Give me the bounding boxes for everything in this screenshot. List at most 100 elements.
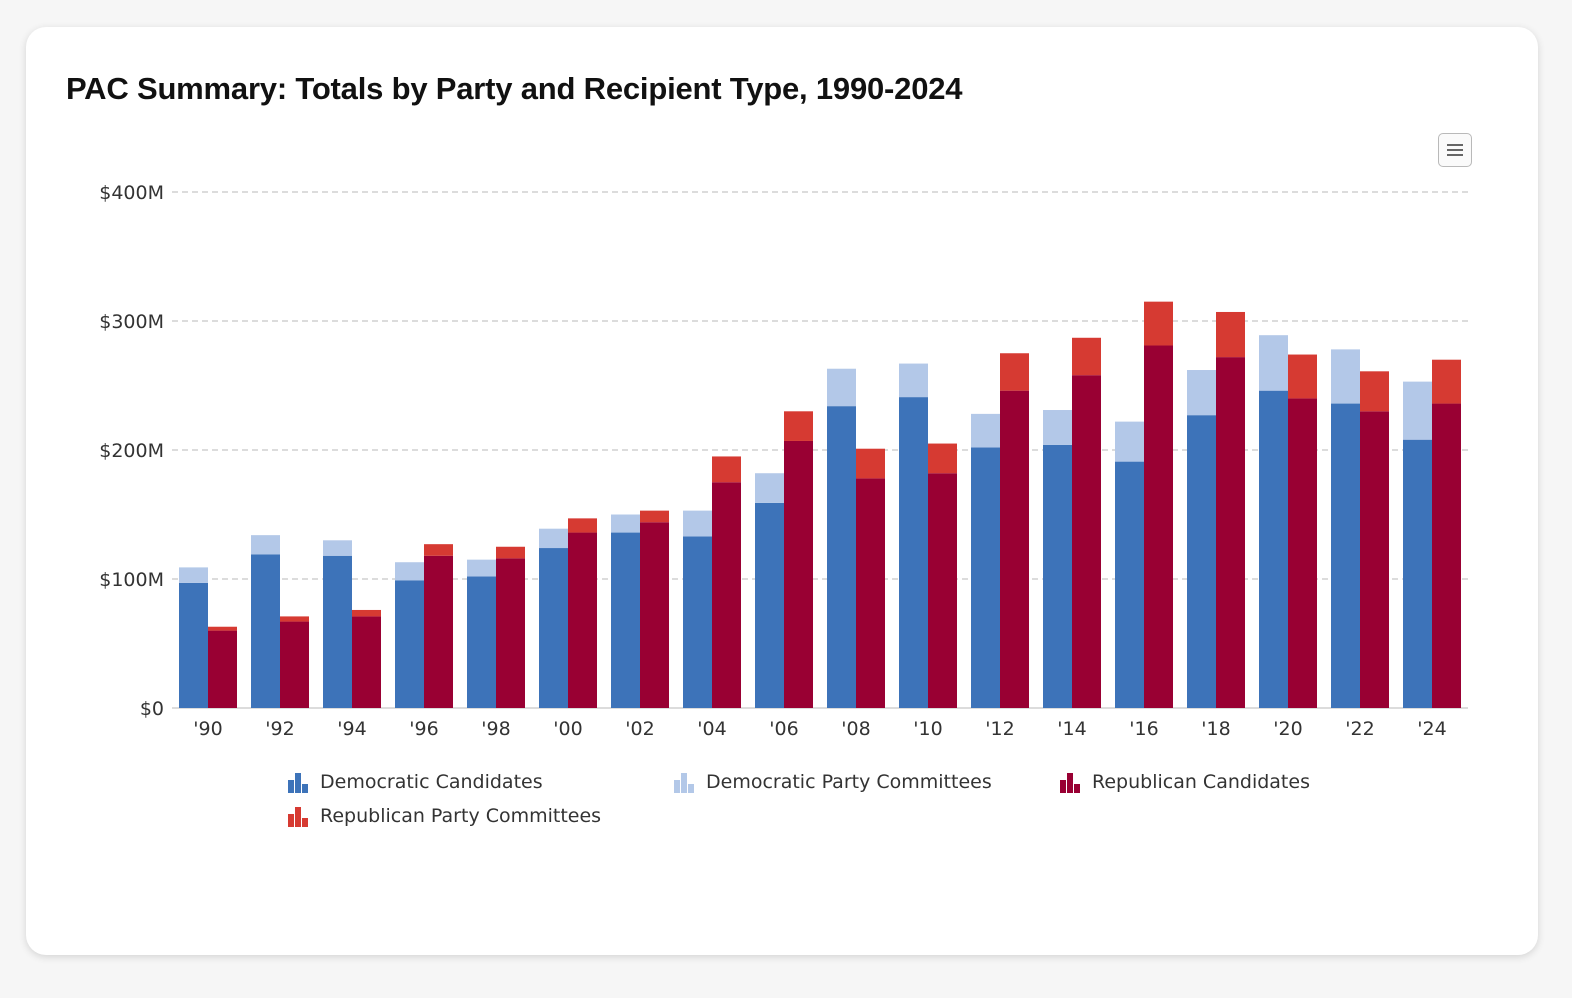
bar-democratic-candidates-96[interactable] [395, 580, 424, 708]
bar-republican-party-committees-12[interactable] [1000, 353, 1029, 391]
bar-republican-candidates-12[interactable] [1000, 390, 1029, 708]
bar-democratic-party-committees-20[interactable] [1259, 335, 1288, 391]
bar-republican-party-committees-08[interactable] [856, 448, 885, 479]
x-tick-label: '14 [1057, 718, 1086, 740]
bar-democratic-candidates-18[interactable] [1187, 415, 1216, 708]
bar-democratic-party-committees-00[interactable] [539, 528, 568, 549]
bar-republican-candidates-24[interactable] [1432, 403, 1461, 708]
bar-democratic-candidates-22[interactable] [1331, 403, 1360, 708]
x-tick-label: '04 [697, 718, 726, 740]
legend-item-democratic-candidates[interactable]: Democratic Candidates [286, 767, 543, 797]
bar-republican-party-committees-96[interactable] [424, 544, 453, 556]
legend-icon-bar [674, 780, 680, 793]
bar-democratic-candidates-94[interactable] [323, 555, 352, 708]
bar-democratic-candidates-24[interactable] [1403, 439, 1432, 708]
bar-republican-candidates-20[interactable] [1288, 398, 1317, 708]
legend-item-democratic-party-committees[interactable]: Democratic Party Committees [672, 767, 992, 797]
bar-republican-candidates-94[interactable] [352, 616, 381, 708]
bar-republican-party-committees-98[interactable] [496, 546, 525, 559]
bar-democratic-candidates-00[interactable] [539, 548, 568, 708]
x-tick-label: '06 [769, 718, 798, 740]
x-tick-label: '98 [481, 718, 510, 740]
bar-democratic-party-committees-02[interactable] [611, 514, 640, 533]
x-tick-label: '94 [337, 718, 366, 740]
bar-republican-party-committees-00[interactable] [568, 518, 597, 533]
bar-democratic-party-committees-92[interactable] [251, 535, 280, 555]
x-tick-label: '92 [265, 718, 294, 740]
legend-icon-bar [681, 773, 687, 793]
bar-republican-candidates-92[interactable] [280, 621, 309, 708]
bar-democratic-party-committees-18[interactable] [1187, 370, 1216, 416]
bar-democratic-party-committees-04[interactable] [683, 510, 712, 537]
bar-democratic-candidates-16[interactable] [1115, 461, 1144, 708]
bar-democratic-party-committees-10[interactable] [899, 363, 928, 398]
bar-democratic-candidates-10[interactable] [899, 397, 928, 708]
bar-democratic-candidates-12[interactable] [971, 447, 1000, 708]
bar-democratic-party-committees-96[interactable] [395, 562, 424, 581]
bar-republican-candidates-16[interactable] [1144, 345, 1173, 708]
bar-republican-party-committees-06[interactable] [784, 411, 813, 441]
bar-democratic-party-committees-24[interactable] [1403, 381, 1432, 440]
bar-republican-party-committees-94[interactable] [352, 609, 381, 617]
bar-republican-party-committees-02[interactable] [640, 510, 669, 523]
bar-republican-party-committees-24[interactable] [1432, 359, 1461, 404]
bar-democratic-candidates-08[interactable] [827, 406, 856, 708]
bar-republican-party-committees-18[interactable] [1216, 311, 1245, 358]
bar-democratic-party-committees-22[interactable] [1331, 349, 1360, 404]
legend-item-republican-party-committees[interactable]: Republican Party Committees [286, 801, 601, 831]
bar-republican-party-committees-14[interactable] [1072, 337, 1101, 376]
bar-republican-party-committees-90[interactable] [208, 626, 237, 631]
y-axis-tick-labels: $0 $100M $200M $300M $400M [99, 182, 164, 720]
bar-democratic-candidates-04[interactable] [683, 536, 712, 708]
bar-chart-icon [286, 804, 310, 828]
bar-democratic-candidates-20[interactable] [1259, 390, 1288, 708]
x-tick-label: '20 [1273, 718, 1302, 740]
bar-democratic-candidates-02[interactable] [611, 532, 640, 708]
bar-republican-candidates-96[interactable] [424, 555, 453, 708]
hamburger-menu-icon-line [1447, 149, 1463, 151]
bar-democratic-candidates-90[interactable] [179, 582, 208, 708]
bar-democratic-candidates-98[interactable] [467, 576, 496, 708]
grid-lines [172, 191, 1468, 709]
bar-democratic-party-committees-06[interactable] [755, 473, 784, 503]
bar-democratic-candidates-92[interactable] [251, 554, 280, 708]
hamburger-menu-icon [1447, 144, 1463, 146]
bar-chart-icon [1058, 770, 1082, 794]
bar-republican-candidates-06[interactable] [784, 440, 813, 708]
bar-republican-candidates-10[interactable] [928, 473, 957, 708]
x-tick-label: '02 [625, 718, 654, 740]
bar-democratic-candidates-14[interactable] [1043, 444, 1072, 708]
bar-republican-candidates-00[interactable] [568, 532, 597, 708]
bar-republican-party-committees-10[interactable] [928, 443, 957, 474]
bar-republican-candidates-02[interactable] [640, 522, 669, 708]
bar-democratic-party-committees-08[interactable] [827, 368, 856, 407]
legend-icon-bar [288, 780, 294, 793]
bar-democratic-party-committees-94[interactable] [323, 540, 352, 556]
y-tick-label: $300M [99, 311, 164, 333]
bar-democratic-candidates-06[interactable] [755, 502, 784, 708]
bar-democratic-party-committees-16[interactable] [1115, 421, 1144, 462]
bar-democratic-party-committees-90[interactable] [179, 567, 208, 583]
bar-republican-party-committees-16[interactable] [1144, 301, 1173, 346]
bar-republican-candidates-14[interactable] [1072, 375, 1101, 708]
bar-republican-candidates-90[interactable] [208, 630, 237, 708]
bar-democratic-party-committees-98[interactable] [467, 559, 496, 577]
bar-republican-party-committees-04[interactable] [712, 456, 741, 483]
legend-label: Republican Party Committees [320, 805, 602, 827]
bar-republican-candidates-98[interactable] [496, 558, 525, 708]
chart-menu-button[interactable] [1438, 133, 1472, 167]
bar-republican-candidates-08[interactable] [856, 478, 885, 708]
legend-item-republican-candidates[interactable]: Republican Candidates [1058, 767, 1310, 797]
hamburger-menu-icon-line [1447, 154, 1463, 156]
bar-chart-icon [286, 770, 310, 794]
bar-republican-party-committees-92[interactable] [280, 616, 309, 622]
bar-republican-candidates-04[interactable] [712, 482, 741, 708]
bar-republican-party-committees-22[interactable] [1360, 371, 1389, 412]
bar-democratic-party-committees-14[interactable] [1043, 410, 1072, 445]
bar-democratic-party-committees-12[interactable] [971, 413, 1000, 448]
bar-republican-party-committees-20[interactable] [1288, 354, 1317, 399]
bar-republican-candidates-22[interactable] [1360, 411, 1389, 708]
legend-icon-bar [1067, 773, 1073, 793]
bar-republican-candidates-18[interactable] [1216, 357, 1245, 708]
bars [179, 301, 1461, 708]
